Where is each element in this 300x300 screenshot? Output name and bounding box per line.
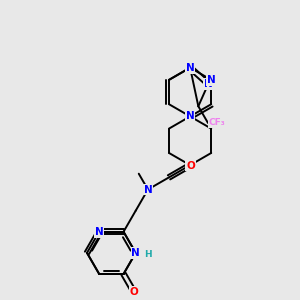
Text: H: H: [144, 250, 152, 259]
Text: N: N: [204, 79, 213, 89]
Text: N: N: [186, 111, 194, 122]
Text: O: O: [186, 160, 195, 170]
Text: N: N: [186, 63, 194, 73]
Text: CF₃: CF₃: [208, 118, 225, 127]
Text: N: N: [95, 227, 103, 237]
Text: N: N: [143, 184, 152, 194]
Text: N: N: [207, 75, 216, 85]
Text: N: N: [186, 63, 194, 73]
Text: O: O: [130, 287, 138, 297]
Text: N: N: [186, 63, 194, 73]
Text: N: N: [131, 248, 140, 258]
